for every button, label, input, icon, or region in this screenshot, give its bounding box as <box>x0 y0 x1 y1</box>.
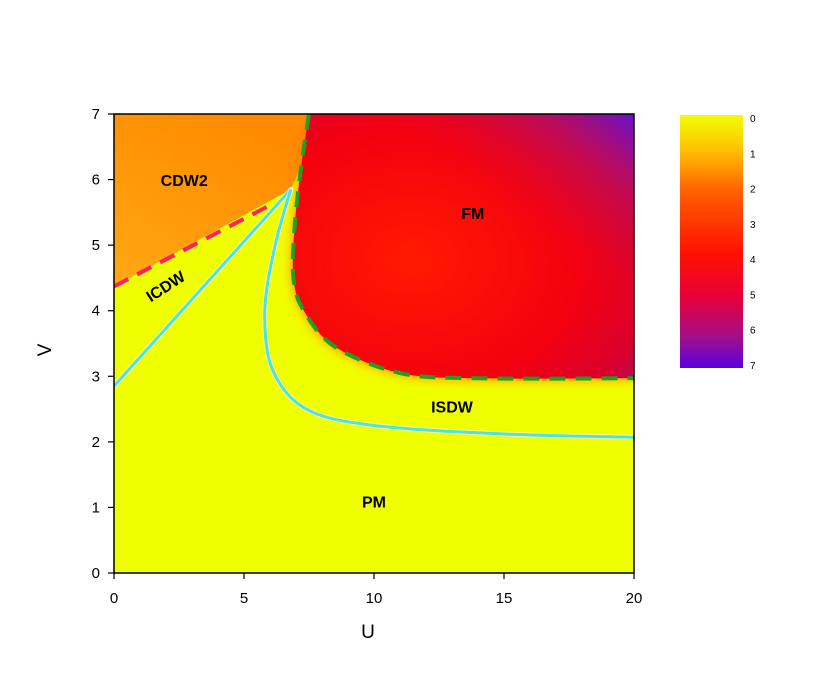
x-tick-label: 0 <box>110 590 118 607</box>
colorbar-tick-label: 4 <box>750 255 756 266</box>
boundary-line-3 <box>290 114 634 381</box>
region-label-pm: PM <box>362 494 386 511</box>
y-tick-label: 5 <box>92 237 100 254</box>
y-tick-label: 0 <box>92 565 100 582</box>
colorbar-tick-label: 6 <box>750 326 756 337</box>
x-axis-title: U <box>361 622 375 643</box>
y-tick-label: 2 <box>92 434 100 451</box>
boundary-line-2 <box>263 189 634 439</box>
x-axis: 0 5 10 15 20 <box>110 573 643 607</box>
boundary-line-1 <box>114 188 292 388</box>
y-axis: 0 1 2 3 4 5 6 7 <box>92 106 114 582</box>
colorbar-tick-label: 0 <box>750 114 756 125</box>
y-tick-label: 4 <box>92 303 100 320</box>
colorbar: 0 1 2 3 4 5 6 7 <box>680 114 756 372</box>
region-label-isdw: ISDW <box>431 399 474 416</box>
y-tick-label: 6 <box>92 172 100 189</box>
colorbar-ticks: 0 1 2 3 4 5 6 7 <box>750 114 756 372</box>
fm-corner-shade <box>309 114 634 379</box>
region-label-fm: FM <box>461 206 484 223</box>
colorbar-tick-label: 7 <box>750 361 756 372</box>
y-tick-label: 7 <box>92 106 100 123</box>
x-tick-label: 10 <box>366 590 383 607</box>
y-axis-title: V <box>35 343 56 356</box>
colorbar-tick-label: 3 <box>750 220 756 231</box>
x-tick-label: 20 <box>626 590 643 607</box>
cdw2-region-fill <box>114 114 309 287</box>
colorbar-gradient <box>680 115 743 368</box>
y-tick-label: 1 <box>92 499 100 516</box>
x-tick-label: 15 <box>496 590 513 607</box>
colorbar-tick-label: 2 <box>750 185 756 196</box>
colorbar-tick-label: 1 <box>750 149 756 160</box>
x-tick-label: 5 <box>240 590 248 607</box>
y-tick-label: 3 <box>92 368 100 385</box>
phase-boundaries <box>114 114 634 440</box>
colorbar-tick-label: 5 <box>750 290 756 301</box>
boundary-line-0 <box>114 200 277 289</box>
region-label-cdw2: CDW2 <box>161 173 208 190</box>
